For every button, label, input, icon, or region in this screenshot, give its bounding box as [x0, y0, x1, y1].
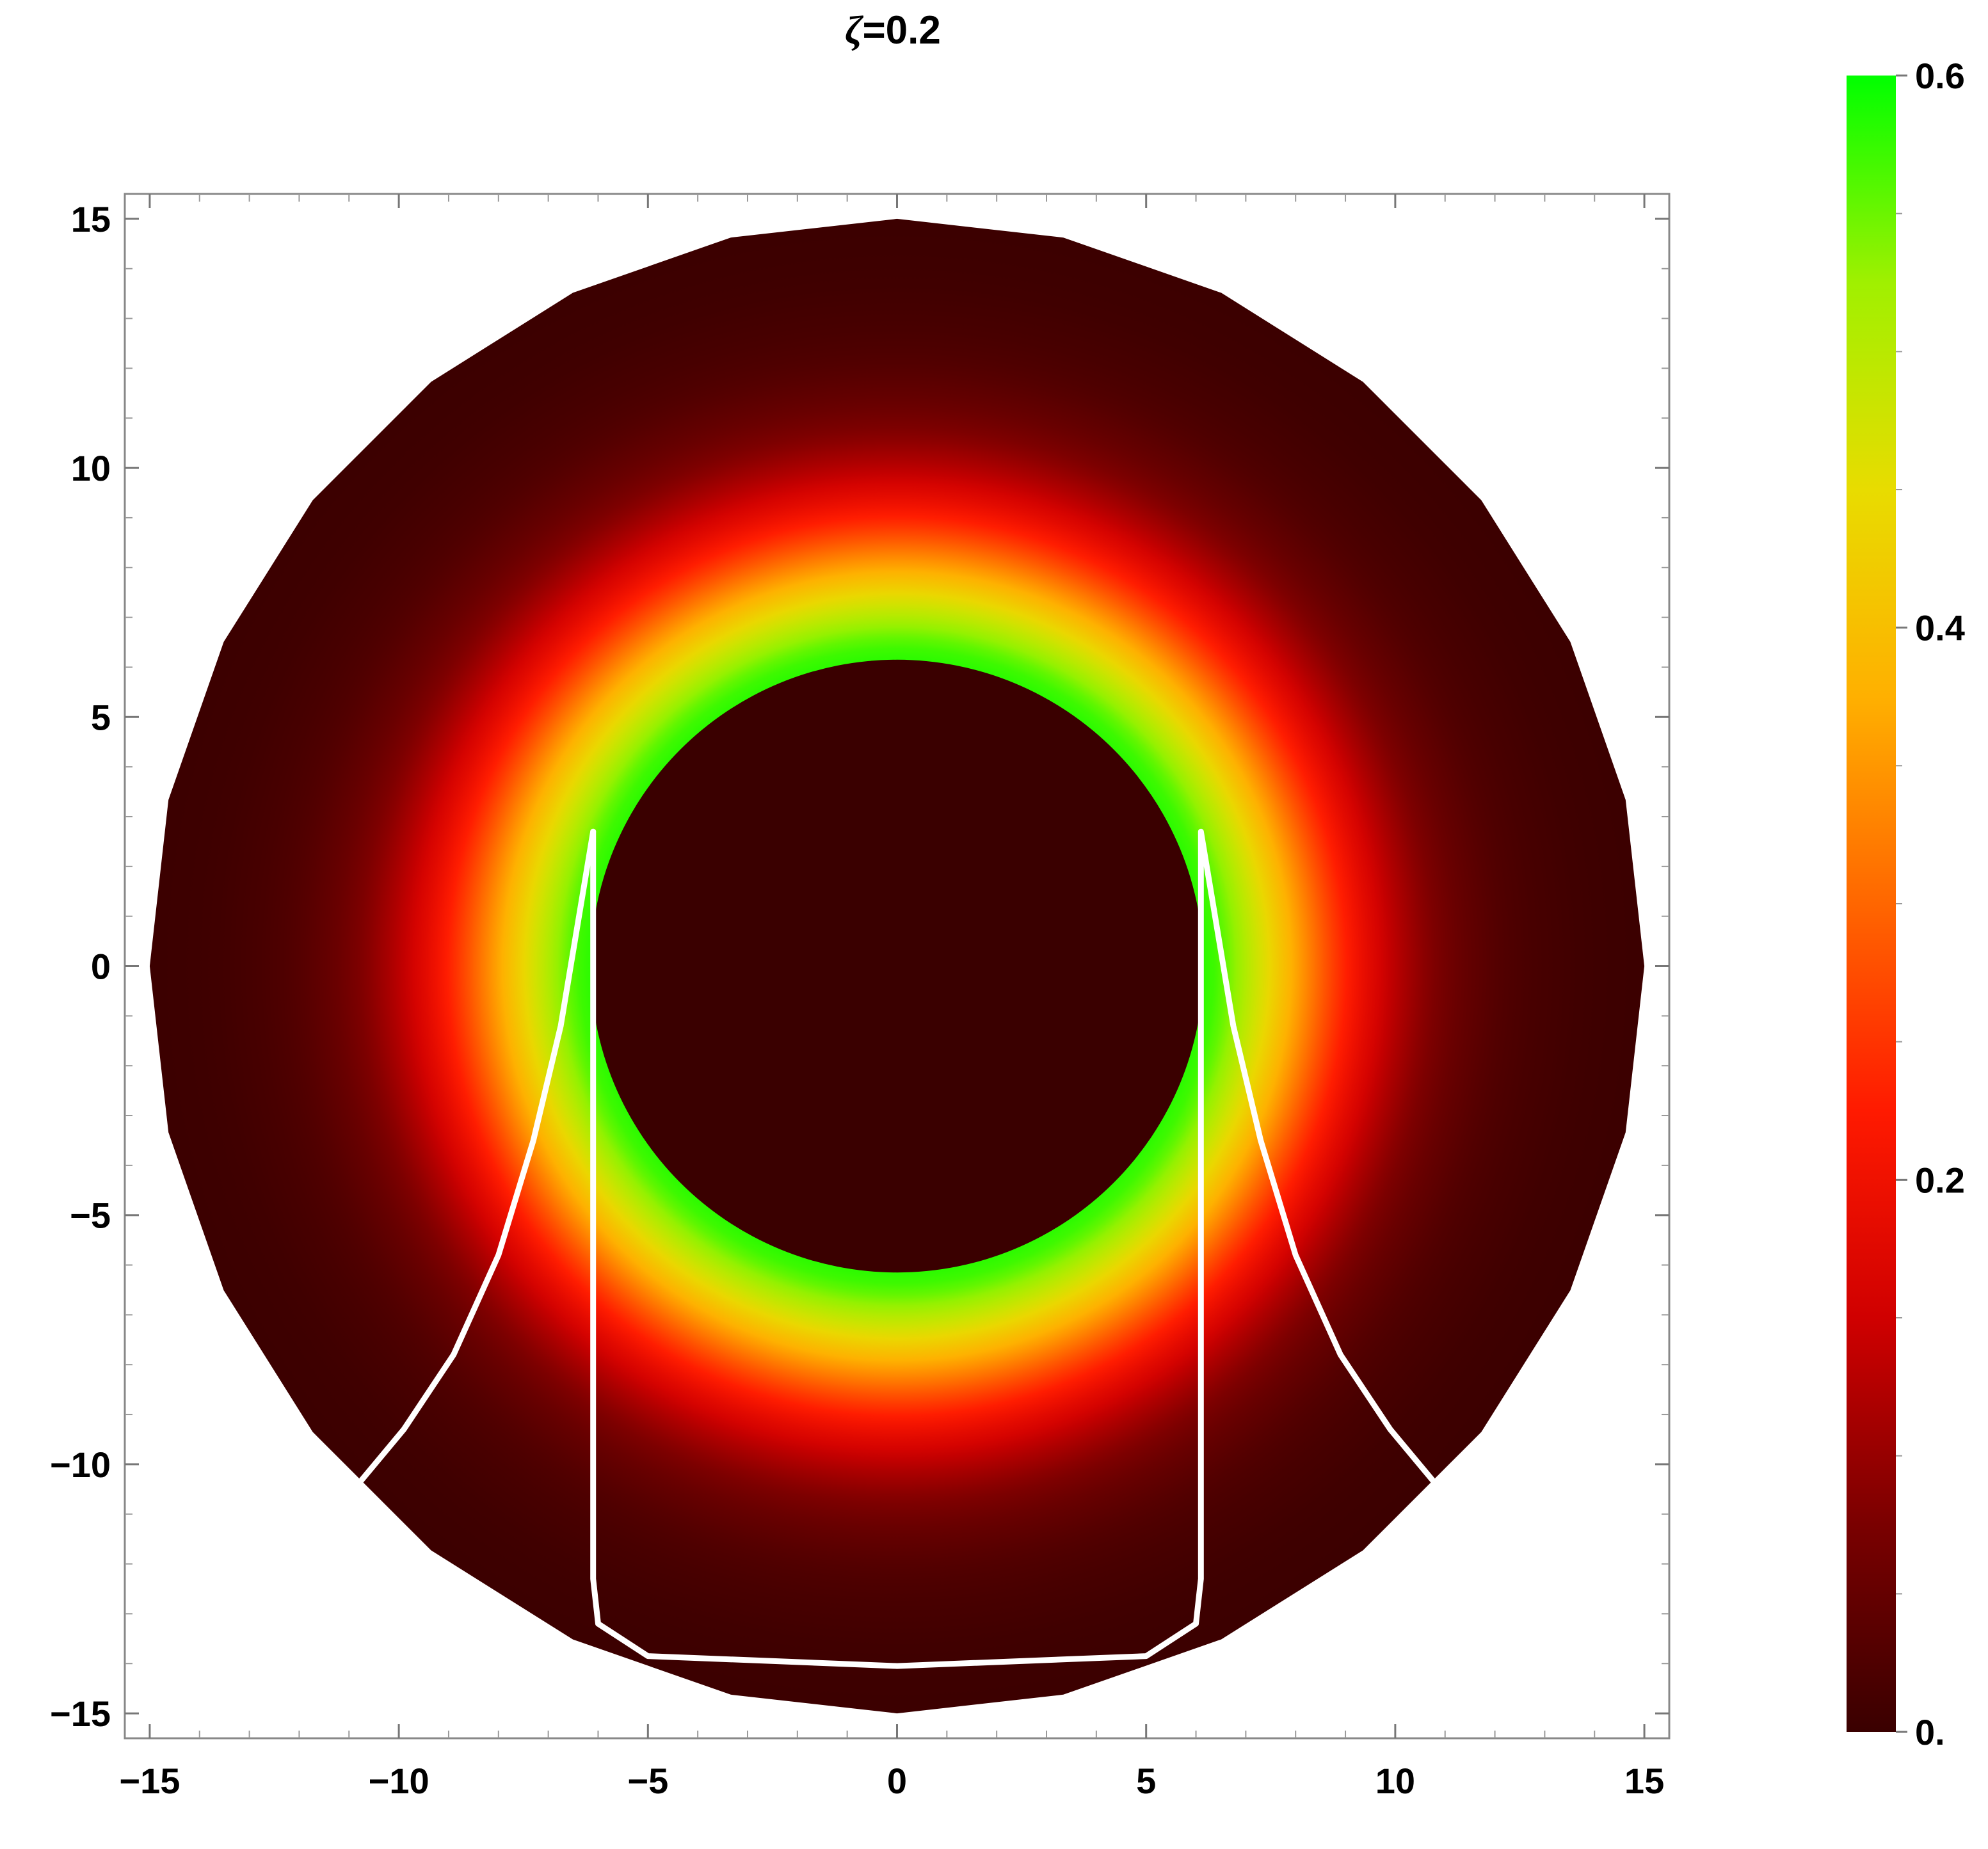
colorbar-tick-label: 0.4: [1915, 608, 1965, 648]
y-tick-label: −10: [50, 1445, 111, 1485]
x-tick-label: −10: [369, 1761, 429, 1801]
colorbar: 0.6 0.4 0.2 0.: [1847, 56, 1965, 1752]
y-tick-label: −15: [50, 1693, 111, 1734]
x-tick-label: 5: [1136, 1761, 1156, 1801]
x-axis: −15 −10 −5 0 5 10 15: [119, 194, 1664, 1801]
colorbar-tick-label: 0.2: [1915, 1160, 1965, 1200]
chart-title: ζ=0.2: [845, 8, 941, 52]
x-tick-label: −15: [119, 1761, 180, 1801]
inner-closed-curve: [590, 828, 1443, 1669]
y-tick-label: 15: [71, 199, 111, 239]
shadow-disk: [590, 659, 1204, 1273]
left-outer-curve: [351, 828, 597, 1493]
x-tick-label: 15: [1624, 1761, 1664, 1801]
colorbar-tick-label: 0.6: [1915, 56, 1965, 96]
y-tick-label: −5: [70, 1196, 111, 1236]
x-tick-label: 0: [887, 1761, 907, 1801]
y-tick-label: 0: [91, 947, 111, 987]
colorbar-tick-label: 0.: [1915, 1712, 1945, 1752]
x-tick-label: −5: [627, 1761, 668, 1801]
colorbar-strip: [1847, 76, 1896, 1732]
y-tick-label: 10: [71, 448, 111, 488]
plot-area: [149, 218, 1645, 1714]
y-tick-label: 5: [91, 697, 111, 737]
y-axis: 15 10 5 0 −5 −10 −15: [50, 199, 1669, 1734]
overlay-curves: [351, 828, 1443, 1669]
x-tick-label: 10: [1375, 1761, 1415, 1801]
colorbar-ticks: 0.6 0.4 0.2 0.: [1896, 56, 1965, 1752]
